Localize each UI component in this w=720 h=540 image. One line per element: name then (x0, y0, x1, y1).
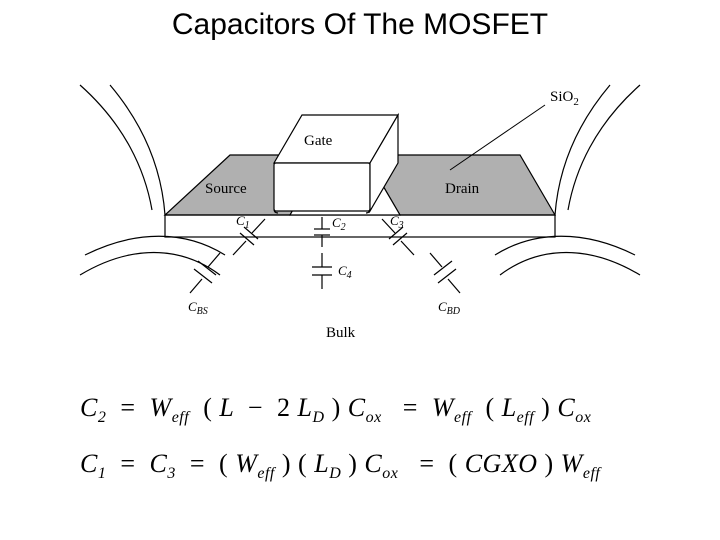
cap-cbs (190, 253, 220, 293)
page-title: Capacitors Of The MOSFET (0, 8, 720, 42)
capacitors (190, 217, 460, 293)
cap-c4 (312, 253, 332, 289)
equation-c2: C2 = Weff ( L − 2 LD ) Cox = Weff ( Leff… (80, 393, 640, 427)
label-cbd: CBD (438, 299, 461, 317)
label-bulk: Bulk (326, 325, 356, 341)
label-c1: C1 (236, 213, 250, 231)
cap-c2 (314, 217, 330, 247)
equations-block: C2 = Weff ( L − 2 LD ) Cox = Weff ( Leff… (80, 385, 640, 505)
label-cbs: CBS (188, 299, 208, 317)
label-c2: C2 (332, 215, 346, 233)
label-drain: Drain (445, 181, 480, 197)
label-c4: C4 (338, 263, 352, 281)
label-gate: Gate (304, 133, 333, 149)
label-sio2: SiO2 (550, 89, 579, 108)
equation-c1-c3: C1 = C3 = ( Weff ) ( LD ) Cox = ( CGXO )… (80, 449, 640, 483)
label-source: Source (205, 181, 247, 197)
mosfet-diagram: Source Gate Drain SiO2 Bulk C1 C2 C3 C4 … (70, 75, 650, 360)
label-c3: C3 (390, 213, 404, 231)
cap-cbd (430, 253, 460, 293)
